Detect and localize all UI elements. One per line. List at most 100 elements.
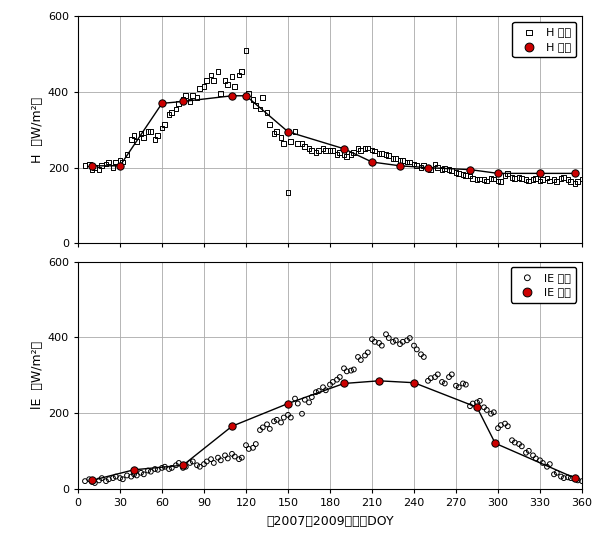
H 観測: [423, 163, 433, 172]
Y-axis label: lE  （W/m²）: lE （W/m²）: [31, 341, 44, 409]
H 観測: [510, 174, 520, 182]
H 計算: [423, 163, 433, 172]
H 計算: [570, 169, 580, 178]
lE 観測: [199, 460, 209, 469]
lE 観測: [195, 463, 205, 471]
H 観測: [440, 164, 449, 173]
lE 観測: [132, 471, 142, 480]
H 観測: [472, 175, 482, 184]
H 観測: [227, 73, 237, 81]
H 観測: [570, 179, 580, 188]
H 観測: [209, 77, 218, 85]
lE 観測: [363, 348, 373, 357]
lE 観測: [297, 409, 307, 418]
lE 観測: [332, 375, 342, 384]
lE 観測: [549, 470, 559, 479]
lE 観測: [542, 463, 552, 471]
lE 観測: [286, 413, 296, 422]
lE 観測: [388, 338, 398, 346]
H 観測: [521, 175, 531, 184]
lE 観測: [433, 370, 443, 378]
lE 観測: [437, 377, 447, 386]
H 計算: [535, 169, 545, 178]
lE 計算: [339, 379, 349, 388]
lE 観測: [577, 477, 587, 485]
H 観測: [115, 156, 125, 165]
H 観測: [258, 93, 268, 102]
H 観測: [339, 150, 349, 159]
lE 観測: [290, 394, 300, 403]
H 観測: [181, 91, 191, 100]
H 観測: [167, 109, 176, 117]
lE 観測: [500, 419, 510, 428]
H 観測: [545, 176, 554, 185]
H 観測: [419, 161, 428, 170]
lE 観測: [325, 380, 335, 389]
H 観測: [171, 105, 181, 113]
H 観測: [461, 171, 470, 180]
lE 観測: [563, 473, 573, 482]
H 観測: [157, 124, 167, 132]
lE 計算: [374, 376, 384, 385]
H 観測: [409, 160, 419, 168]
H 観測: [493, 176, 503, 185]
H 観測: [363, 144, 373, 153]
lE 観測: [80, 477, 90, 485]
X-axis label: （2007〜2009年）　DOY: （2007〜2009年） DOY: [266, 515, 394, 528]
H 観測: [465, 172, 475, 180]
lE 観測: [269, 417, 279, 426]
H 観測: [279, 139, 289, 148]
H 観測: [111, 157, 121, 166]
H 観測: [185, 97, 195, 106]
lE 観測: [143, 466, 153, 475]
lE 観測: [136, 469, 146, 477]
lE 計算: [227, 422, 237, 431]
lE 観測: [461, 380, 470, 389]
H 観測: [538, 175, 548, 184]
H 観測: [108, 163, 118, 172]
lE 観測: [391, 336, 401, 345]
H 計算: [367, 157, 377, 166]
H 観測: [255, 105, 265, 113]
H 観測: [300, 143, 310, 151]
lE 観測: [122, 471, 132, 480]
lE 観測: [262, 420, 272, 428]
lE 観測: [570, 475, 580, 484]
Legend: H 観測, H 計算: H 観測, H 計算: [512, 22, 577, 58]
H 観測: [531, 174, 541, 182]
lE 観測: [234, 455, 244, 464]
lE 観測: [188, 457, 197, 466]
lE 観測: [321, 386, 331, 395]
H 観測: [195, 84, 205, 92]
lE 観測: [370, 338, 380, 346]
lE 観測: [276, 418, 286, 427]
lE 観測: [178, 464, 188, 472]
H 観測: [454, 169, 464, 178]
H 観測: [370, 147, 380, 155]
H 観測: [391, 154, 401, 162]
lE 観測: [129, 470, 139, 479]
H 観測: [542, 174, 552, 182]
lE 観測: [405, 334, 415, 343]
H 観測: [276, 133, 286, 142]
lE 観測: [101, 477, 111, 485]
lE 観測: [458, 379, 468, 388]
lE 観測: [108, 473, 118, 482]
H 計算: [87, 161, 97, 170]
H 観測: [265, 120, 275, 129]
H 計算: [465, 165, 475, 174]
lE 観測: [507, 436, 517, 445]
H 観測: [202, 77, 212, 85]
lE 観測: [521, 449, 531, 457]
H 観測: [127, 135, 136, 144]
H 観測: [563, 175, 573, 184]
H 観測: [486, 174, 496, 182]
lE 観測: [272, 415, 281, 424]
H 観測: [353, 144, 363, 153]
H 観測: [87, 165, 97, 174]
H 観測: [132, 137, 142, 146]
lE 観測: [251, 440, 260, 449]
H 観測: [272, 128, 281, 136]
H 観測: [342, 152, 352, 161]
H 観測: [430, 160, 440, 168]
